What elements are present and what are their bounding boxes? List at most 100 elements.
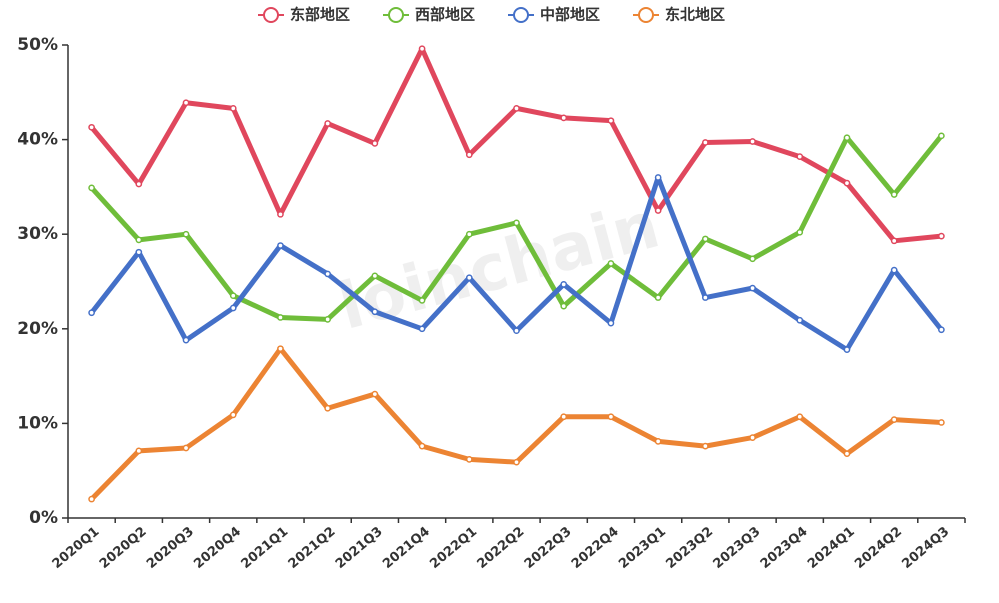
point [229, 105, 237, 112]
point [701, 442, 709, 450]
point [277, 242, 284, 249]
series-line [89, 46, 942, 244]
point [324, 315, 332, 323]
point [701, 294, 709, 301]
point [607, 319, 615, 327]
point [796, 228, 804, 236]
legend-item[interactable]: 西部地区 [383, 6, 475, 24]
legend-item[interactable]: 中部地区 [508, 6, 600, 24]
point [843, 450, 851, 458]
legend-label: 中部地区 [540, 6, 600, 24]
point [607, 260, 615, 267]
point [938, 419, 945, 426]
point [371, 308, 379, 316]
point [890, 191, 898, 198]
point [135, 248, 143, 256]
legend-label: 西部地区 [415, 6, 475, 24]
point [277, 345, 284, 353]
point [324, 120, 332, 127]
x-tick-label: 2022Q1 [427, 524, 480, 572]
point [229, 292, 237, 300]
point [465, 455, 473, 463]
point [560, 280, 568, 288]
x-tick-label: 2021Q1 [239, 524, 292, 572]
point [513, 105, 520, 112]
point [88, 309, 95, 317]
point [229, 411, 237, 419]
series [88, 345, 945, 503]
x-tick-label: 2020Q4 [191, 524, 244, 572]
legend-marker [513, 7, 529, 23]
point [513, 327, 520, 335]
x-tick-label: 2020Q1 [50, 524, 103, 572]
x-tick-label: 2022Q3 [522, 524, 575, 572]
series [88, 45, 945, 245]
point [182, 230, 190, 238]
point [938, 232, 945, 240]
point [938, 132, 945, 140]
x-tick-label: 2024Q3 [899, 524, 952, 572]
point [135, 447, 143, 455]
point [88, 495, 95, 503]
point [465, 230, 473, 238]
x-tick-label: 2022Q4 [569, 524, 622, 572]
point [324, 270, 332, 278]
x-tick-label: 2021Q3 [333, 524, 386, 572]
point [135, 236, 143, 244]
point [418, 325, 426, 333]
point [182, 99, 190, 107]
point [890, 416, 898, 423]
point [607, 117, 615, 125]
point [277, 314, 284, 321]
point [229, 304, 237, 312]
x-tick-label: 2020Q3 [144, 524, 197, 572]
point [796, 316, 804, 324]
point [371, 390, 379, 398]
series-line [89, 346, 942, 501]
legend-item[interactable]: 东部地区 [258, 6, 350, 24]
x-tick-label: 2024Q1 [805, 524, 858, 572]
point [418, 297, 426, 304]
point [654, 207, 662, 214]
point [560, 302, 568, 310]
x-tick-label: 2022Q2 [475, 524, 528, 572]
point [749, 434, 756, 441]
point [88, 184, 95, 192]
point [560, 114, 568, 122]
point [938, 326, 945, 334]
point [843, 179, 851, 187]
point [371, 140, 379, 147]
point [277, 210, 284, 218]
point [654, 294, 662, 301]
point [418, 442, 426, 450]
legend-marker [638, 7, 654, 23]
point [465, 151, 473, 159]
legend-item[interactable]: 东北地区 [633, 6, 725, 24]
x-tick-label: 2023Q1 [616, 524, 669, 572]
point [88, 123, 95, 131]
x-tick-label: 2021Q4 [380, 524, 433, 572]
legend-label: 东北地区 [665, 6, 725, 24]
point [843, 346, 851, 353]
point [749, 284, 756, 292]
legend-marker [263, 7, 279, 23]
point [749, 138, 756, 145]
point [654, 438, 662, 445]
series [88, 132, 945, 323]
point [749, 255, 756, 263]
point [701, 139, 709, 146]
x-tick-label: 2023Q2 [663, 524, 716, 572]
x-tick-label: 2024Q2 [852, 524, 905, 572]
point [465, 274, 473, 282]
point [843, 134, 851, 142]
y-tick-label: 20% [17, 319, 58, 339]
legend-label: 东部地区 [290, 6, 350, 24]
x-tick-label: 2023Q4 [758, 524, 811, 572]
x-tick-label: 2023Q3 [711, 524, 764, 572]
x-tick-label: 2020Q2 [97, 524, 150, 572]
point [324, 404, 332, 412]
point [890, 237, 898, 245]
point [182, 336, 190, 344]
